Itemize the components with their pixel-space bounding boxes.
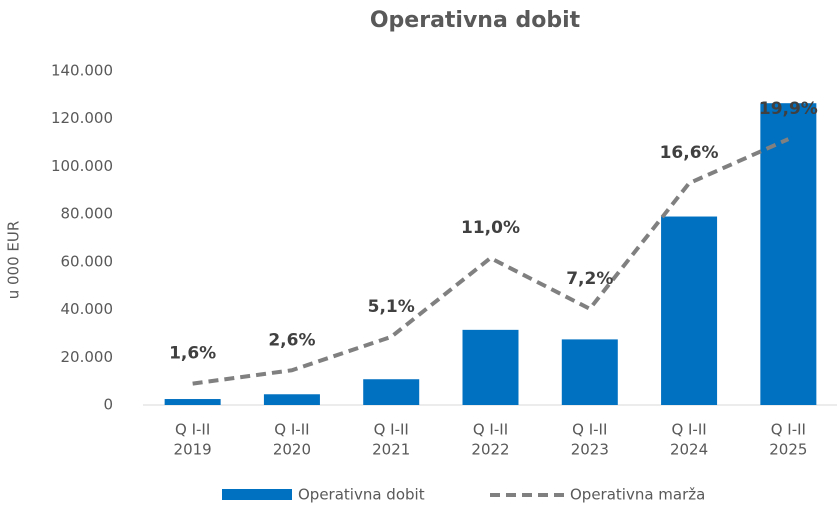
y-tick-label: 80.000 (61, 205, 114, 223)
y-tick-label: 0 (103, 396, 113, 414)
y-tick-label: 40.000 (61, 300, 114, 318)
legend-swatch (222, 489, 292, 500)
data-label: 19,9% (759, 99, 818, 119)
legend-label: Operativna marža (570, 486, 705, 504)
x-tick-label: 2023 (571, 441, 609, 459)
legend-label: Operativna dobit (298, 486, 425, 504)
x-tick-label: Q I-II (175, 421, 210, 439)
x-tick-label: 2019 (174, 441, 212, 459)
x-tick-label: 2020 (273, 441, 311, 459)
x-tick-label: Q I-II (572, 421, 607, 439)
x-tick-label: 2021 (372, 441, 410, 459)
data-label: 16,6% (660, 143, 719, 163)
bar (760, 103, 817, 405)
y-tick-label: 60.000 (61, 252, 114, 270)
data-label: 2,6% (268, 330, 315, 350)
x-tick-label: Q I-II (274, 421, 309, 439)
bar (661, 216, 718, 405)
y-tick-label: 120.000 (51, 109, 113, 127)
data-label: 1,6% (169, 344, 216, 364)
bar (263, 394, 320, 405)
x-tick-label: Q I-II (771, 421, 806, 439)
line (192, 137, 790, 386)
y-tick-label: 100.000 (51, 157, 113, 175)
x-tick-label: Q I-II (473, 421, 508, 439)
x-tick-label: 2022 (471, 441, 509, 459)
y-axis-label: u 000 EUR (5, 221, 23, 300)
bar (164, 399, 221, 405)
y-tick-label: 20.000 (61, 348, 114, 366)
x-tick-label: 2024 (670, 441, 708, 459)
x-tick-label: 2025 (769, 441, 807, 459)
x-tick-label: Q I-II (374, 421, 409, 439)
bar (363, 379, 420, 405)
bar (462, 329, 519, 405)
bar (561, 339, 618, 405)
chart-title: Operativna dobit (370, 8, 581, 33)
data-label: 5,1% (368, 297, 415, 317)
x-tick-label: Q I-II (671, 421, 706, 439)
y-tick-label: 140.000 (51, 62, 113, 80)
data-label: 7,2% (566, 269, 613, 289)
data-label: 11,0% (461, 218, 520, 238)
